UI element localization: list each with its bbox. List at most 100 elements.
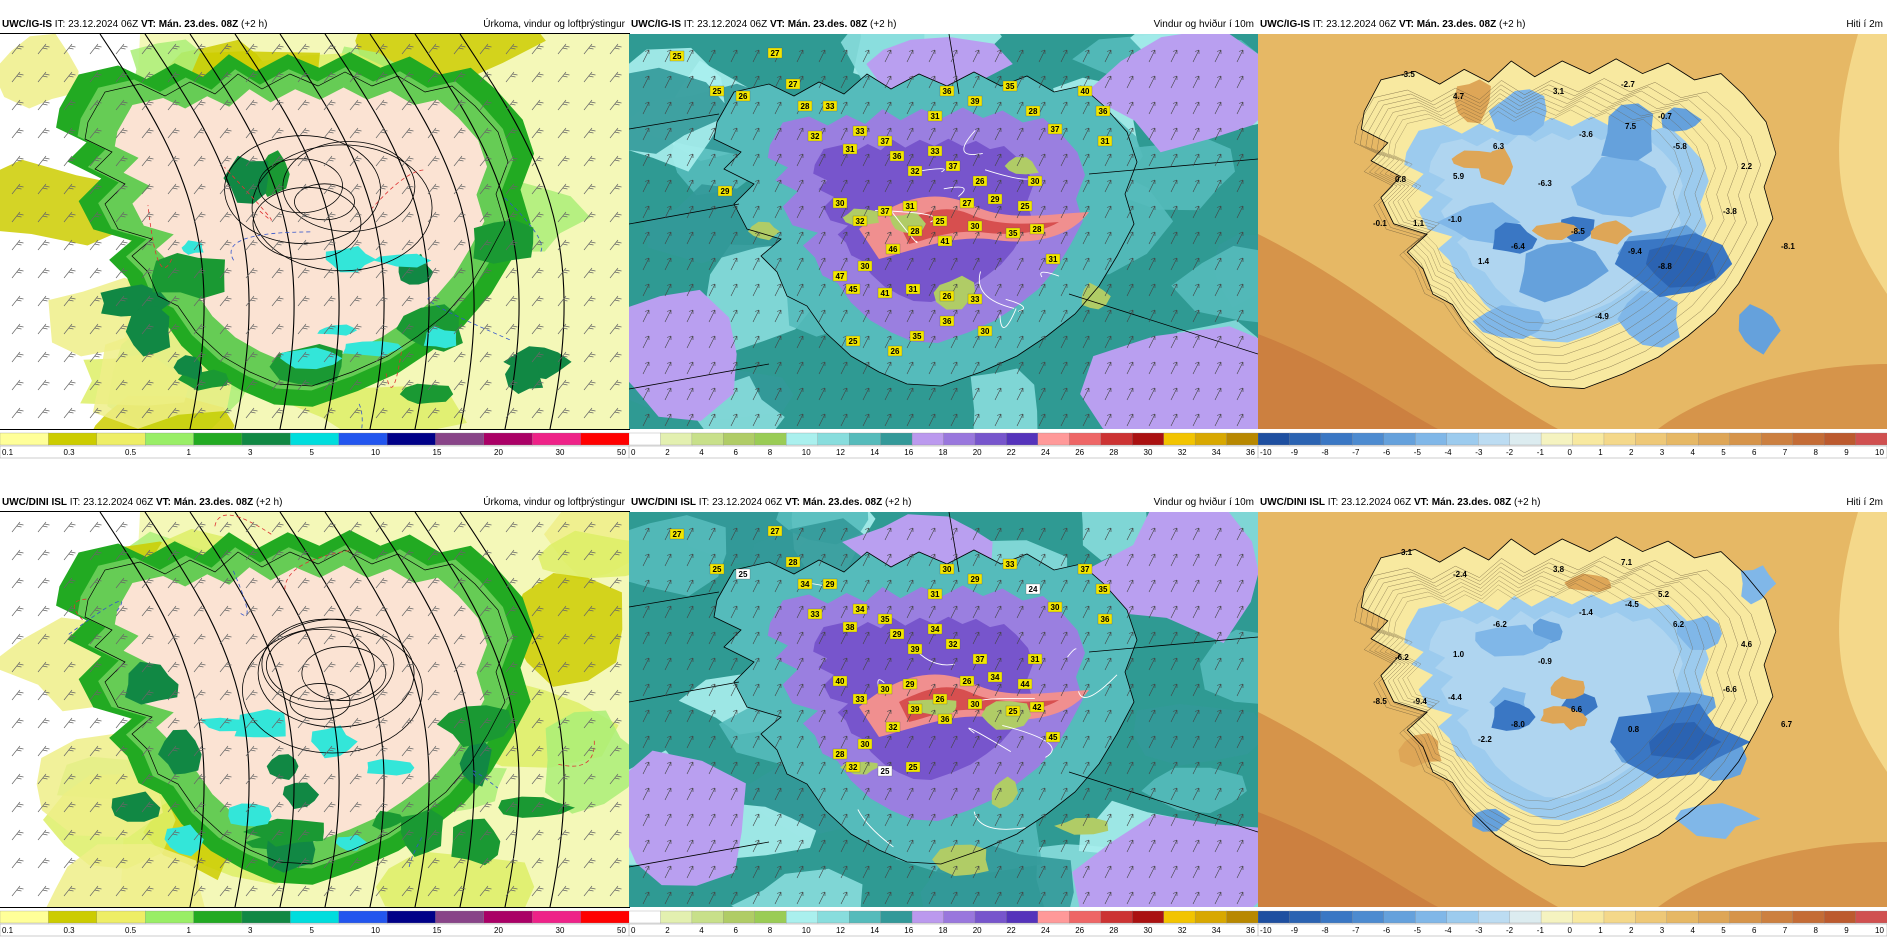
colorbar-tick-label: 3 [1660,926,1665,935]
wind-value-text: 31 [906,202,915,211]
wind-value-label: 25 [1005,705,1021,717]
wind-value-text: 35 [1099,585,1108,594]
colorbar-tick-label: 12 [836,926,845,935]
wind-value-label: 37 [1077,563,1093,575]
wind-value-text: 36 [941,715,950,724]
model-name: UWC/IG-IS [2,19,52,30]
wind-value-label: 37 [877,205,893,217]
colorbar-tick-label: 20 [494,926,503,935]
colorbar-tick-label: 24 [1041,926,1050,935]
wind-value-text: 32 [856,217,865,226]
colorbar-tick-label: 10 [371,926,380,935]
wind-value-text: 30 [971,222,980,231]
wind-value-label: 30 [877,683,893,695]
colorbar-swatch [1383,910,1416,924]
wind-value-text: 26 [936,695,945,704]
colorbar-tick-label: 16 [904,926,913,935]
colorbar-swatch [1006,432,1039,446]
colorbar-swatch [1037,432,1070,446]
forecast-panel-precip: UWC/IG-IS IT: 23.12.2024 06Z VT: Mán. 23… [0,17,630,462]
model-name: UWC/IG-IS [1260,19,1310,30]
colorbar-tick-label: 20 [973,926,982,935]
colorbar-swatch [96,910,146,924]
wind-value-label: 25 [709,85,725,97]
colorbar-swatch [754,910,787,924]
temperature-value-label: -2.2 [1478,735,1492,744]
valid-time: Mán. 23.des. 08Z [158,19,239,30]
model-name: UWC/DINI ISL [631,497,696,508]
wind-value-text: 25 [713,565,722,574]
colorbar-swatch [0,910,50,924]
wind-value-text: 24 [1029,585,1038,594]
wind-value-text: 28 [801,102,810,111]
colorbar-swatch [1635,910,1668,924]
colorbar-tick-label: 6 [734,448,739,457]
wind-value-text: 45 [849,285,858,294]
colorbar-swatch [1729,910,1762,924]
colorbar-swatch [1823,910,1857,924]
wind-value-text: 27 [771,49,780,58]
wind-value-text: 37 [1081,565,1090,574]
colorbar-swatch [48,910,98,924]
panel-title: Vindur og hviður í 10m [1153,19,1254,30]
temperature-value-label: -9.4 [1628,247,1642,256]
wind-value-label: 31 [1027,653,1043,665]
colorbar-tick-label: 1 [187,448,192,457]
forecast-map: 3.1 -2.4 3.8 7.1 5.2 -4.5 -6.2 -1.4 6.2 4.6 -6.2 1.… [1258,512,1887,907]
colorbar-tick-label: 0.1 [2,926,14,935]
panel-title: Hiti í 2m [1846,19,1883,30]
colorbar-swatch [1603,910,1637,924]
colorbar-tick-label: 1 [1598,926,1603,935]
colorbar-tick-label: 4 [1691,448,1696,457]
wind-value-text: 30 [881,685,890,694]
colorbar-tick-label: 0.3 [64,926,76,935]
wind-value-label: 30 [857,738,873,750]
wind-value-label: 34 [852,603,868,615]
colorbar-swatch [1823,432,1857,446]
wind-value-text: 36 [943,87,952,96]
colorbar-swatch [435,910,485,924]
init-time-label: IT: [1327,497,1339,508]
colorbar-tick-label: 5 [1721,926,1726,935]
valid-time: Mán. 23.des. 08Z [802,497,883,508]
forecast-panel-wind: UWC/DINI ISL IT: 23.12.2024 06Z VT: Mán.… [628,495,1259,940]
temperature-value-label: -4.9 [1595,312,1609,321]
colorbar-swatch [691,910,725,924]
colorbar-swatch [1698,910,1731,924]
wind-value-label: 26 [939,290,955,302]
colorbar-tick-label: 0 [631,926,636,935]
wind-value-label: 30 [857,260,873,272]
colorbar-legend: -10 -9 -8 -7 -6 -5 -4 -3 -2 -1 0 1 2 3 4 5 6 7 8 9 10 [1257,909,1888,937]
colorbar-swatch [1226,432,1259,446]
init-time-label: IT: [1312,19,1324,30]
colorbar-swatch [338,432,388,446]
colorbar-tick-label: 20 [973,448,982,457]
wind-value-label: 29 [967,573,983,585]
colorbar-tick-label: 30 [1144,448,1153,457]
temperature-value-label: 7.5 [1625,122,1637,131]
colorbar-tick-label: -1 [1537,926,1545,935]
wind-value-label: 42 [1029,701,1045,713]
wind-value-text: 36 [1101,615,1110,624]
colorbar-swatch [1257,910,1291,924]
init-time-label: IT: [698,497,710,508]
wind-value-label: 46 [885,243,901,255]
wind-value-text: 42 [1033,703,1042,712]
panel-run-info: UWC/IG-IS IT: 23.12.2024 06Z VT: Mán. 23… [631,17,896,32]
temperature-value-label: -5.8 [1673,142,1687,151]
wind-value-label: 45 [1045,731,1061,743]
wind-value-label: 39 [967,95,983,107]
wind-value-label: 41 [877,287,893,299]
wind-value-text: 40 [1081,87,1090,96]
wind-value-text: 31 [846,145,855,154]
colorbar-swatch [1603,432,1637,446]
wind-value-label: 33 [1002,558,1018,570]
wind-value-label: 37 [877,135,893,147]
valid-time: Mán. 23.des. 08Z [1431,497,1512,508]
wind-value-label: 33 [852,125,868,137]
wind-value-label: 26 [959,675,975,687]
colorbar-swatch [691,432,725,446]
wind-value-text: 44 [1021,680,1030,689]
colorbar-tick-label: 1 [1598,448,1603,457]
wind-value-label: 31 [902,200,918,212]
